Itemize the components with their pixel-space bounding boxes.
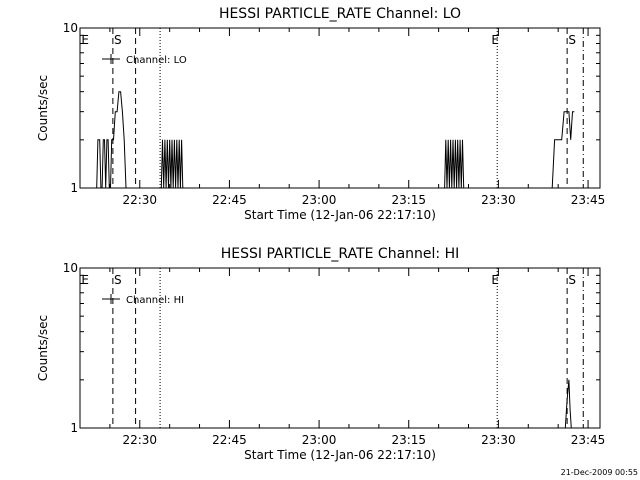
y-tick-label: 1 [70,421,78,435]
event-marker-label: E [491,33,499,47]
event-marker-label: S [568,273,576,287]
x-tick-label: 22:30 [122,433,157,447]
event-marker-label: S [114,33,122,47]
y-tick-label: 1 [70,181,78,195]
event-marker-label: E [491,273,499,287]
x-tick-label: 23:00 [302,193,337,207]
plot-frame [79,267,601,429]
event-marker-label: S [114,273,122,287]
x-tick-label: 23:00 [302,433,337,447]
x-tick-label: 23:30 [481,193,516,207]
y-axis-label: Counts/sec [36,75,50,141]
legend-label: Channel: LO [126,55,187,66]
panel-lo: HESSI PARTICLE_RATE Channel: LO 1 10 Counts… [36,6,605,222]
x-tick-label: 22:45 [212,193,247,207]
x-tick-label: 22:45 [212,433,247,447]
panel-hi: HESSI PARTICLE_RATE Channel: HI 1 10 Counts… [36,246,605,462]
x-tick-label: 23:15 [391,193,426,207]
x-tick-label: 23:45 [571,433,606,447]
x-tick-label: 23:30 [481,433,516,447]
event-marker-label: S [568,33,576,47]
plot-frame [79,27,601,189]
x-axis-label: Start Time (12-Jan-06 22:17:10) [244,208,436,222]
chart-title: HESSI PARTICLE_RATE Channel: LO [219,6,461,22]
chart-title: HESSI PARTICLE_RATE Channel: HI [221,246,459,262]
series-line [564,379,572,429]
legend-label: Channel: HI [126,295,184,306]
event-marker-label: E [81,273,89,287]
x-axis-label: Start Time (12-Jan-06 22:17:10) [244,448,436,462]
series-line [96,91,575,189]
timestamp-label: 21-Dec-2009 00:55 [561,468,638,477]
event-marker-label: E [81,33,89,47]
y-tick-label: 10 [63,21,78,35]
x-tick-label: 23:15 [391,433,426,447]
x-tick-label: 23:45 [571,193,606,207]
y-axis-label: Counts/sec [36,315,50,381]
y-tick-label: 10 [63,261,78,275]
x-tick-label: 22:30 [122,193,157,207]
